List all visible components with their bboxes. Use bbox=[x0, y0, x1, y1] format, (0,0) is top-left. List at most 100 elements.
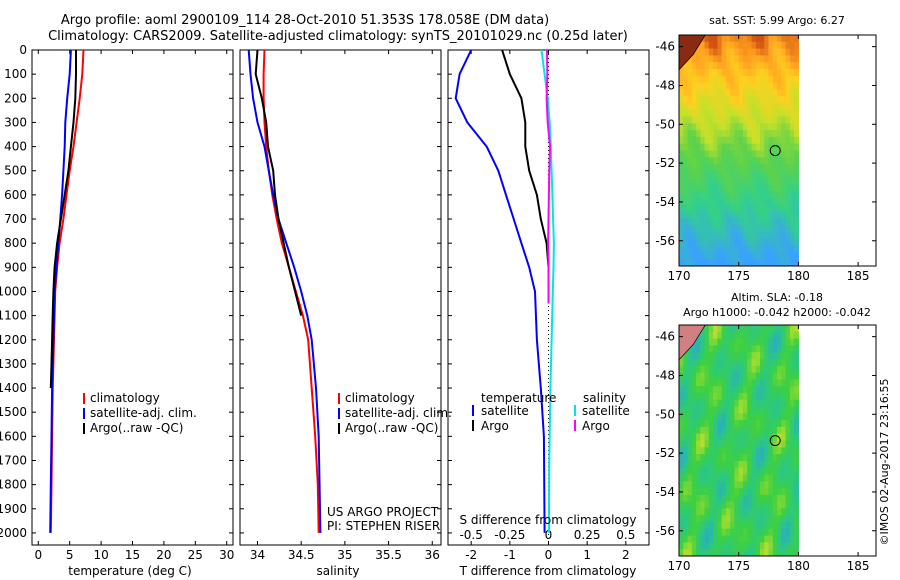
map-cell bbox=[747, 41, 753, 50]
map-cell bbox=[687, 204, 693, 213]
map-cell bbox=[755, 157, 761, 165]
map-cell bbox=[717, 386, 723, 394]
map-cell bbox=[713, 41, 718, 50]
map-cell bbox=[764, 225, 770, 233]
map-cell bbox=[713, 143, 718, 152]
map-cell bbox=[738, 143, 744, 152]
map-cell bbox=[683, 515, 689, 523]
map-cell bbox=[768, 454, 774, 462]
map-cell bbox=[743, 413, 748, 421]
map-cell bbox=[683, 426, 689, 435]
map-cell bbox=[717, 48, 723, 56]
map-cell bbox=[785, 75, 791, 84]
map-cell bbox=[708, 508, 714, 516]
map-cell bbox=[772, 191, 778, 199]
map-cell bbox=[760, 177, 765, 186]
map-cell bbox=[700, 170, 706, 179]
lat-tick-label: -54 bbox=[655, 195, 675, 209]
map-cell bbox=[734, 535, 740, 543]
map-cell bbox=[725, 542, 731, 550]
map-cell bbox=[785, 211, 791, 219]
map-cell bbox=[691, 238, 697, 247]
map-cell bbox=[751, 48, 757, 56]
map-cell bbox=[734, 82, 740, 90]
series-line bbox=[49, 50, 77, 389]
map-cell bbox=[730, 252, 736, 260]
map-cell bbox=[734, 542, 740, 550]
map-cell bbox=[768, 164, 774, 172]
map-cell bbox=[730, 447, 736, 455]
map-cell bbox=[679, 406, 684, 414]
map-cell bbox=[704, 392, 710, 401]
map-cell bbox=[760, 35, 765, 43]
map-cell bbox=[734, 481, 740, 489]
map-cell bbox=[704, 211, 710, 219]
map-cell bbox=[764, 75, 770, 84]
map-cell bbox=[764, 399, 770, 408]
map-cell bbox=[687, 345, 693, 353]
map-cell bbox=[751, 549, 757, 556]
map-cell bbox=[713, 528, 718, 537]
map-cell bbox=[696, 372, 701, 380]
map-cell bbox=[734, 413, 740, 421]
map-cell bbox=[691, 440, 697, 448]
map-cell bbox=[794, 109, 799, 118]
map-cell bbox=[696, 535, 701, 543]
map-cell bbox=[725, 426, 731, 435]
x-tick-label: 25 bbox=[188, 548, 203, 562]
map-cell bbox=[772, 150, 778, 158]
map-cell bbox=[777, 232, 782, 240]
map-cell bbox=[713, 508, 718, 516]
map-cell bbox=[785, 535, 791, 543]
map-cell bbox=[717, 433, 723, 442]
map-cell bbox=[696, 542, 701, 550]
map-cell bbox=[755, 41, 761, 50]
map-cell bbox=[704, 420, 710, 428]
map-cell bbox=[794, 157, 799, 165]
map-cell bbox=[747, 535, 753, 543]
map-cell bbox=[717, 41, 723, 50]
map-cell bbox=[781, 96, 787, 104]
map-cell bbox=[725, 433, 731, 442]
figure-title-line1: Argo profile: aoml 2900109_114 28-Oct-20… bbox=[61, 13, 549, 28]
map-cell bbox=[794, 259, 799, 266]
map-cell bbox=[777, 508, 782, 516]
map-cell bbox=[713, 515, 718, 523]
map-cell bbox=[691, 345, 697, 353]
map-cell bbox=[734, 372, 740, 380]
map-cell bbox=[687, 252, 693, 260]
map-cell bbox=[768, 232, 774, 240]
map-cell bbox=[755, 62, 761, 70]
map-cell bbox=[743, 252, 748, 260]
map-cell bbox=[734, 130, 740, 138]
map-cell bbox=[781, 522, 787, 530]
map-cell bbox=[717, 62, 723, 70]
map-cell bbox=[708, 35, 714, 43]
map-cell bbox=[764, 116, 770, 124]
map-cell bbox=[738, 48, 744, 56]
map-cell bbox=[789, 109, 795, 118]
map-cell bbox=[721, 35, 727, 43]
map-cell bbox=[734, 75, 740, 84]
map-cell bbox=[772, 218, 778, 226]
map-cell bbox=[768, 447, 774, 455]
map-cell bbox=[696, 392, 701, 401]
map-cell bbox=[725, 82, 731, 90]
map-cell bbox=[704, 433, 710, 442]
map-cell bbox=[781, 467, 787, 476]
map-cell bbox=[734, 522, 740, 530]
map-cell bbox=[781, 379, 787, 387]
map-cell bbox=[738, 211, 744, 219]
map-cell bbox=[751, 447, 757, 455]
map-cell bbox=[717, 460, 723, 469]
map-cell bbox=[734, 123, 740, 131]
map-cell bbox=[708, 447, 714, 455]
map-cell bbox=[755, 345, 761, 353]
sst-map-title: sat. SST: 5.99 Argo: 6.27 bbox=[709, 14, 845, 27]
map-cell bbox=[755, 96, 761, 104]
map-cell bbox=[683, 96, 689, 104]
map-cell bbox=[747, 542, 753, 550]
map-cell bbox=[794, 41, 799, 50]
depth-tick-label: 1400 bbox=[0, 381, 27, 395]
map-cell bbox=[781, 177, 787, 186]
